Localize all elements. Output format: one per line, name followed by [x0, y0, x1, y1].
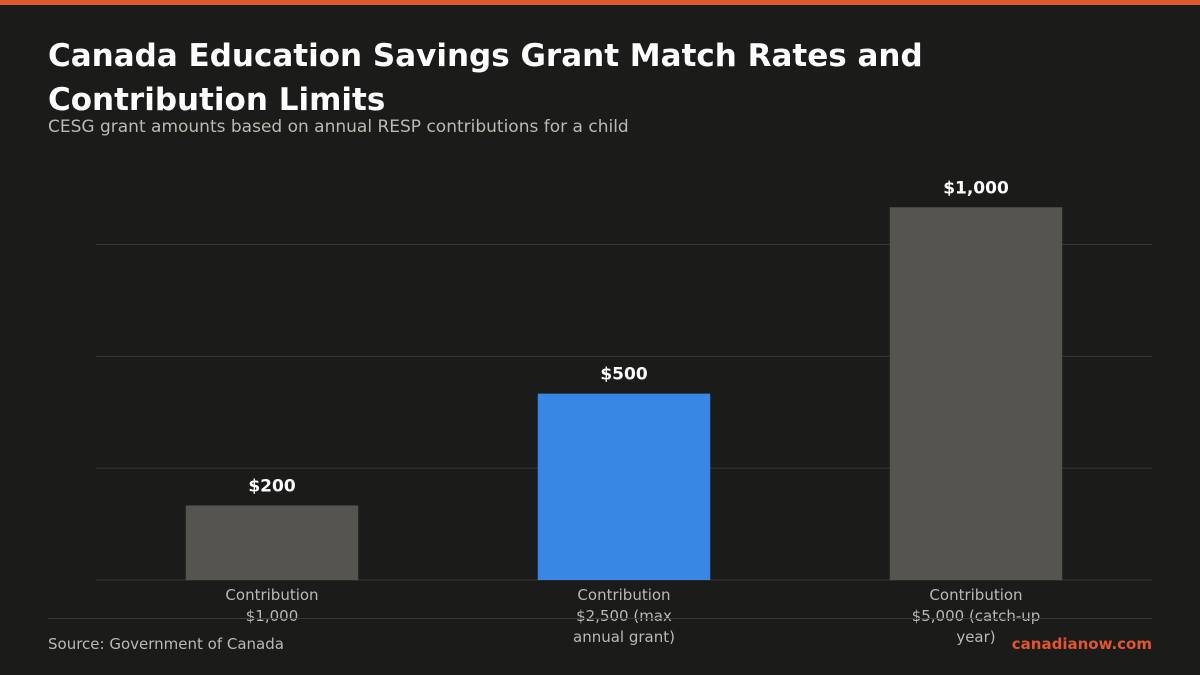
- category-label-1: Contribution $1,000: [225, 586, 318, 625]
- category-label-2: Contribution $2,500 (max annual grant): [573, 586, 675, 646]
- top-accent-bar: [0, 0, 1200, 5]
- chart-title: Canada Education Savings Grant Match Rat…: [48, 38, 923, 118]
- footer-divider: [48, 618, 1152, 619]
- chart-labels: $200 Contribution $1,000 $500 Contribution $2…: [225, 178, 1040, 646]
- chart-bars: [185, 207, 1063, 581]
- chart-subtitle: CESG grant amounts based on annual RESP …: [48, 117, 629, 137]
- source-note: Source: Government of Canada: [48, 635, 284, 653]
- value-label-2: $500: [600, 365, 647, 385]
- brand-link[interactable]: canadianow.com: [1011, 635, 1152, 653]
- bar-3: [889, 207, 1063, 581]
- value-label-3: $1,000: [943, 178, 1009, 198]
- bar-1: [185, 505, 359, 580]
- value-label-1: $200: [248, 476, 295, 496]
- bar-2: [537, 393, 711, 580]
- category-label-3: Contribution $5,000 (catch-up year): [912, 586, 1041, 646]
